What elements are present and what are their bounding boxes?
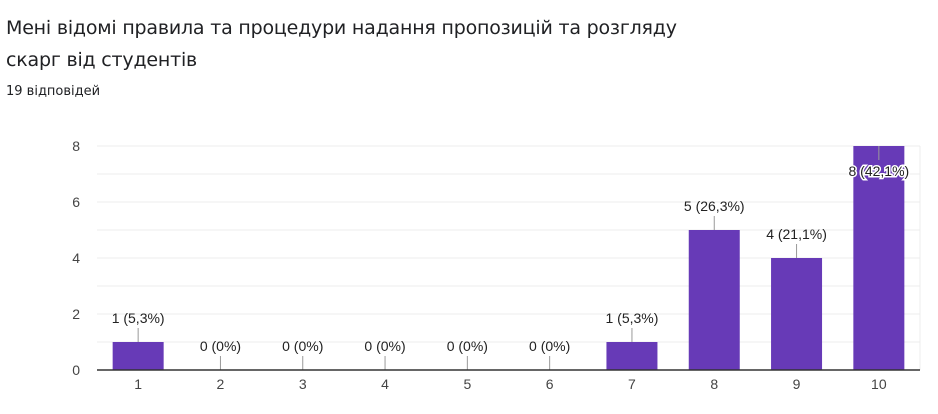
- y-tick-label: 6: [72, 194, 80, 210]
- bar[interactable]: [688, 230, 740, 370]
- bar-value-label: 4 (21,1%): [766, 226, 827, 242]
- bar-value-label: 1 (5,3%): [605, 310, 658, 326]
- bar[interactable]: [771, 258, 823, 370]
- bar-value-label: 0 (0%): [364, 338, 405, 354]
- x-tick-label: 2: [217, 376, 225, 392]
- y-tick-label: 4: [72, 250, 80, 266]
- bar-value-label: 5 (26,3%): [684, 198, 745, 214]
- x-tick-label: 9: [793, 376, 801, 392]
- bar-value-label: 0 (0%): [447, 338, 488, 354]
- bar-value-label: 8 (42,1%): [848, 163, 909, 179]
- response-count: 19 відповідей: [6, 84, 101, 99]
- x-tick-label: 3: [299, 376, 307, 392]
- x-tick-label: 10: [871, 376, 887, 392]
- x-tick-label: 5: [463, 376, 471, 392]
- bar-value-label: 1 (5,3%): [112, 310, 165, 326]
- y-tick-label: 8: [72, 138, 80, 154]
- y-tick-label: 2: [72, 306, 80, 322]
- x-tick-label: 8: [710, 376, 718, 392]
- bar-value-label: 0 (0%): [200, 338, 241, 354]
- bar[interactable]: [112, 342, 164, 370]
- bar[interactable]: [853, 146, 905, 370]
- question-title: Мені відомі правила та процедури надання…: [6, 17, 677, 71]
- bar-value-label: 0 (0%): [529, 338, 570, 354]
- x-tick-label: 1: [134, 376, 142, 392]
- bar[interactable]: [606, 342, 658, 370]
- bar-value-label: 0 (0%): [282, 338, 323, 354]
- x-tick-label: 6: [546, 376, 554, 392]
- x-tick-label: 4: [381, 376, 389, 392]
- y-tick-label: 0: [72, 362, 80, 378]
- x-tick-label: 7: [628, 376, 636, 392]
